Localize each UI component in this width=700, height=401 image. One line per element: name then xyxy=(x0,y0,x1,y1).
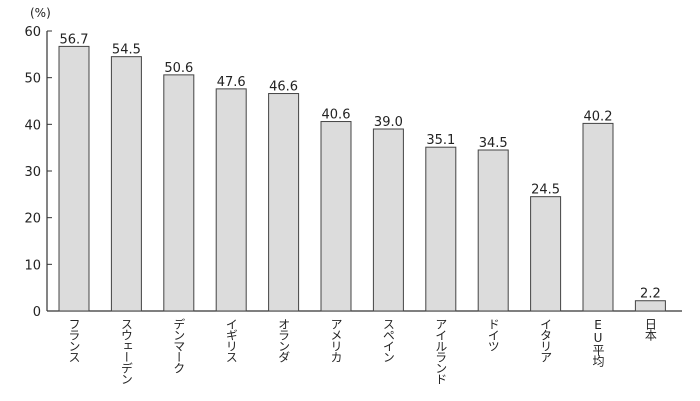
bar xyxy=(530,196,562,312)
data-label: 34.5 xyxy=(479,136,508,151)
bar xyxy=(372,128,404,312)
data-label: 24.5 xyxy=(531,183,560,198)
x-tick-label: 日本 xyxy=(643,318,658,340)
bar xyxy=(110,56,142,312)
y-tick-label: 60 xyxy=(24,25,41,40)
x-tick-label: フランス xyxy=(67,318,81,362)
bar xyxy=(215,88,247,312)
y-tick-label: 50 xyxy=(24,72,41,87)
bar xyxy=(582,122,614,312)
bar xyxy=(163,74,195,312)
y-tick-label: 10 xyxy=(24,258,41,273)
data-label: 40.6 xyxy=(322,108,351,123)
data-label: 39.0 xyxy=(374,115,403,130)
bar xyxy=(425,146,457,312)
data-label: 50.6 xyxy=(164,61,193,76)
data-label: 54.5 xyxy=(112,43,141,58)
bar xyxy=(634,300,666,312)
x-tick-label: EU平均 xyxy=(591,318,605,366)
data-label: 56.7 xyxy=(60,32,89,47)
bar xyxy=(268,93,300,312)
data-label: 47.6 xyxy=(217,75,246,90)
bar xyxy=(320,121,352,312)
x-tick-label: オランダ xyxy=(276,318,291,362)
x-tick-label: アメリカ xyxy=(329,318,343,362)
data-label: 46.6 xyxy=(269,80,298,95)
x-tick-label: スウェーデン xyxy=(119,318,134,384)
x-tick-label: ドイツ xyxy=(486,318,501,351)
x-tick-label: スペイン xyxy=(381,318,396,362)
x-tick-label: イギリス xyxy=(224,318,239,362)
x-tick-label: イタリア xyxy=(538,318,553,362)
bar xyxy=(58,45,90,312)
y-tick-label: 30 xyxy=(24,165,41,180)
data-label: 35.1 xyxy=(426,133,455,148)
x-tick-label: アイルランド xyxy=(433,318,448,384)
y-tick-label: 40 xyxy=(24,118,41,133)
y-tick-label: 0 xyxy=(33,305,41,320)
data-label: 40.2 xyxy=(584,109,613,124)
y-axis-unit: (%) xyxy=(30,6,51,20)
y-tick-label: 20 xyxy=(24,212,41,227)
x-tick-label: デンマーク xyxy=(171,318,186,373)
bar xyxy=(477,149,509,312)
data-label: 2.2 xyxy=(640,287,661,302)
